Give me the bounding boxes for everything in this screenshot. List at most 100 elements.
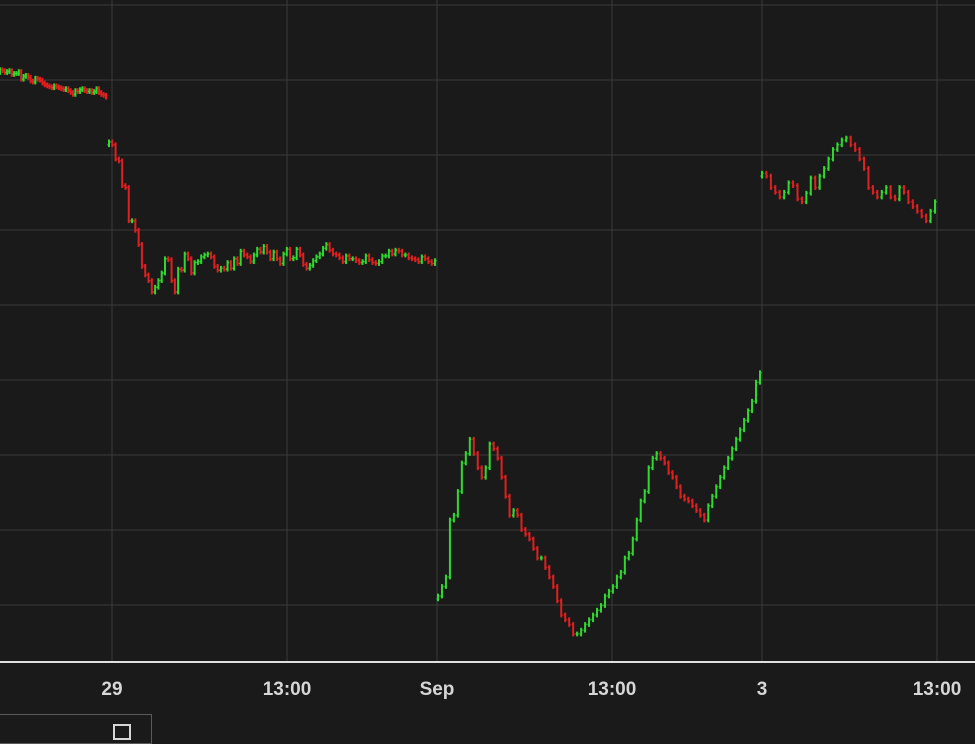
ohlc-bar — [760, 170, 764, 179]
ohlc-bar — [393, 247, 397, 257]
ohlc-bar — [219, 265, 223, 273]
ohlc-bar — [262, 244, 266, 255]
ohlc-bar — [400, 248, 404, 258]
ohlc-bar — [150, 278, 154, 295]
ohlc-bar — [675, 474, 679, 490]
ohlc-bar — [663, 455, 667, 466]
ohlc-bar — [831, 147, 835, 162]
ohlc-bar — [827, 156, 831, 171]
ohlc-bar — [822, 166, 826, 179]
ohlc-bar — [186, 251, 190, 262]
ohlc-bar — [742, 417, 746, 433]
ohlc-bar — [915, 204, 919, 214]
ohlc-bar — [380, 253, 384, 264]
x-tick-label: 13:00 — [913, 679, 962, 700]
ohlc-bar — [639, 498, 643, 523]
ohlc-bar — [282, 251, 286, 266]
ohlc-bar — [722, 465, 726, 480]
ohlc-bar — [452, 512, 456, 523]
calendar-icon[interactable] — [113, 724, 131, 740]
ohlc-bar — [706, 503, 710, 523]
ohlc-bar — [655, 451, 659, 461]
ohlc-bar — [464, 451, 468, 466]
ohlc-bar — [272, 249, 276, 262]
ohlc-bar — [858, 147, 862, 162]
ohlc-bar — [460, 460, 464, 494]
grid-lines — [0, 0, 975, 662]
ohlc-bar — [156, 278, 160, 290]
ohlc-bar — [334, 251, 338, 258]
ohlc-bar — [893, 194, 897, 202]
ohlc-bar — [242, 248, 246, 258]
ohlc-bar — [351, 256, 355, 262]
ohlc-bar — [818, 173, 822, 190]
ohlc-bar — [787, 180, 791, 195]
ohlc-bar — [791, 180, 795, 188]
x-axis: 29 13:00 Sep 13:00 3 13:00 — [101, 679, 961, 700]
ohlc-bar — [390, 248, 394, 257]
ohlc-bar — [571, 622, 575, 637]
ohlc-bar — [804, 190, 808, 205]
ohlc-bar — [265, 244, 269, 255]
ohlc-bar — [183, 251, 187, 273]
ohlc-bar — [773, 185, 777, 195]
ohlc-bar — [619, 569, 623, 580]
ohlc-bar — [305, 262, 309, 271]
ohlc-bar — [426, 256, 430, 264]
ohlc-bar — [295, 246, 299, 261]
ohlc-bar — [929, 208, 933, 224]
ohlc-bar — [551, 574, 555, 589]
ohlc-bar — [615, 574, 619, 589]
ohlc-bar — [147, 272, 151, 283]
ohlc-bar — [583, 622, 587, 633]
ohlc-bar — [726, 455, 730, 471]
ohlc-bar — [430, 259, 434, 266]
ohlc-bar — [611, 584, 615, 594]
ohlc-bar — [216, 263, 220, 273]
x-tick-label: Sep — [420, 679, 455, 700]
ohlc-bar — [920, 208, 924, 219]
date-picker[interactable] — [0, 714, 152, 744]
ohlc-bar — [268, 249, 272, 262]
ohlc-bar — [889, 185, 893, 200]
ohlc-bar — [328, 242, 332, 253]
ohlc-bar — [314, 254, 318, 264]
ohlc-bar — [924, 213, 928, 224]
ohlc-bar — [933, 199, 937, 214]
ohlc-bar — [671, 470, 675, 480]
ohlc-bar — [472, 436, 476, 456]
ohlc-bar — [813, 175, 817, 190]
ohlc-bar — [840, 137, 844, 148]
ohlc-bar — [516, 508, 520, 518]
ohlc-bar — [750, 398, 754, 414]
ohlc-bar — [591, 612, 595, 623]
ohlc-bar — [835, 142, 839, 152]
ohlc-bar — [176, 266, 180, 295]
ohlc-bar — [547, 565, 551, 580]
ohlc-bar — [523, 527, 527, 537]
ohlc-bar — [212, 254, 216, 269]
ohlc-bar — [809, 175, 813, 196]
ohlc-bar — [347, 253, 351, 262]
ohlc-bar — [599, 603, 603, 613]
ohlc-bar — [173, 278, 177, 295]
ohlc-bar — [875, 189, 879, 200]
ohlc-bar — [407, 252, 411, 261]
ohlc-bar — [519, 512, 523, 532]
ohlc-bar — [123, 183, 127, 190]
ohlc-bar — [595, 607, 599, 618]
ohlc-bar — [318, 251, 322, 260]
ohlc-bar — [199, 254, 203, 264]
ohlc-bar — [504, 474, 508, 499]
ohlc-bar — [456, 489, 460, 518]
ohlc-bar — [423, 254, 427, 262]
ohlc-bar — [730, 446, 734, 461]
ohlc-bar — [468, 436, 472, 456]
ohlc-bar — [367, 253, 371, 263]
ohlc-bar — [107, 139, 111, 148]
ohlc-bar — [117, 156, 121, 164]
ohlc-bar — [130, 218, 134, 224]
ohlc-bar — [902, 185, 906, 195]
ohlc-bar — [866, 166, 870, 190]
